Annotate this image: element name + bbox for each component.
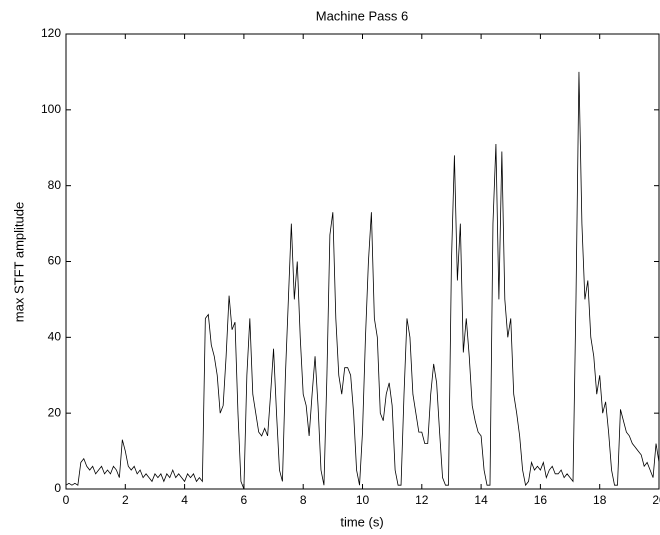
y-axis-label: max STFT amplitude: [11, 202, 26, 322]
y-tick-label: 40: [48, 330, 62, 344]
x-tick-label: 8: [300, 493, 307, 507]
x-tick-label: 14: [474, 493, 488, 507]
x-tick-label: 2: [122, 493, 129, 507]
x-tick-label: 12: [415, 493, 429, 507]
x-tick-label: 6: [241, 493, 248, 507]
x-tick-label: 16: [534, 493, 548, 507]
plot-area: [65, 33, 660, 490]
y-tick-label: 80: [48, 178, 62, 192]
y-tick-label: 100: [41, 102, 61, 116]
y-tick-label: 60: [48, 254, 62, 268]
x-tick-label: 4: [181, 493, 188, 507]
x-tick-label: 10: [356, 493, 370, 507]
y-tick-label: 0: [54, 481, 61, 495]
chart-title: Machine Pass 6: [316, 8, 409, 23]
x-axis-label: time (s): [340, 514, 383, 529]
y-tick-label: 120: [41, 26, 61, 40]
line: [65, 71, 660, 490]
y-tick-label: 20: [48, 405, 62, 419]
x-tick-label: 18: [593, 493, 607, 507]
x-tick-label: 0: [63, 493, 70, 507]
x-tick-label: 20: [652, 493, 660, 507]
